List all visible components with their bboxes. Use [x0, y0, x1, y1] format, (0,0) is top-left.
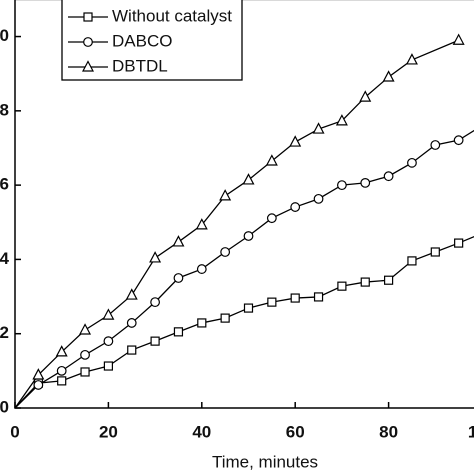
marker	[312, 122, 325, 134]
marker	[405, 53, 418, 65]
x-tick-label: 40	[192, 422, 211, 441]
y-tick-label: 0.6	[0, 175, 9, 194]
marker	[80, 367, 90, 377]
marker	[80, 349, 90, 360]
marker	[360, 277, 370, 287]
plot-frame	[14, 0, 474, 409]
marker	[149, 251, 162, 263]
marker	[243, 303, 254, 313]
y-tick-label: 0.4	[0, 249, 10, 268]
marker	[83, 37, 93, 47]
marker	[195, 218, 208, 230]
marker	[337, 281, 347, 291]
marker	[57, 376, 67, 386]
marker	[267, 297, 277, 307]
marker	[313, 193, 324, 204]
legend-label: Without catalyst	[112, 6, 232, 25]
marker	[173, 273, 184, 283]
marker	[32, 368, 45, 380]
marker	[430, 247, 440, 257]
marker	[220, 247, 231, 257]
marker	[407, 157, 417, 168]
legend-label: DBTDL	[112, 56, 168, 75]
x-tick-label: 20	[99, 422, 118, 441]
marker	[56, 365, 67, 376]
marker	[290, 293, 300, 303]
marker	[82, 60, 94, 72]
marker	[103, 361, 114, 371]
marker	[407, 256, 417, 266]
marker	[102, 308, 115, 320]
series-line	[14, 236, 474, 409]
marker	[127, 345, 137, 355]
marker	[384, 275, 394, 285]
marker	[382, 70, 395, 82]
marker	[453, 135, 464, 146]
marker	[265, 154, 278, 166]
marker	[383, 171, 394, 182]
marker	[220, 313, 230, 323]
marker	[452, 33, 465, 45]
marker	[242, 173, 255, 185]
x-tick-label: 60	[286, 422, 305, 441]
marker	[173, 327, 184, 337]
marker	[359, 90, 372, 102]
marker	[103, 336, 114, 347]
x-tick-label: 0	[10, 422, 19, 441]
marker	[197, 318, 207, 328]
y-tick-label: 0.8	[0, 100, 9, 119]
marker	[150, 297, 161, 308]
y-tick-label: 0.0	[0, 397, 9, 416]
marker	[83, 12, 93, 22]
marker	[313, 292, 324, 302]
marker	[454, 238, 464, 248]
x-tick-label: 100	[468, 422, 474, 441]
marker	[196, 264, 207, 274]
marker	[125, 288, 138, 300]
marker	[79, 323, 92, 335]
marker	[243, 231, 254, 241]
marker	[430, 140, 441, 150]
marker	[337, 180, 347, 191]
legend-label: DABCO	[112, 31, 172, 50]
y-tick-label: 0.2	[0, 323, 9, 342]
marker	[266, 213, 277, 224]
marker	[55, 345, 68, 357]
marker	[335, 114, 348, 126]
x-axis-label: Time, minutes	[212, 452, 318, 471]
marker	[219, 189, 232, 201]
y-tick-label: 1.0	[0, 26, 9, 45]
marker	[172, 235, 185, 247]
marker	[360, 177, 371, 188]
marker	[290, 202, 301, 212]
marker	[289, 135, 302, 147]
x-tick-label: 80	[379, 422, 398, 441]
marker	[33, 380, 44, 390]
marker	[150, 336, 160, 346]
marker	[126, 318, 137, 328]
